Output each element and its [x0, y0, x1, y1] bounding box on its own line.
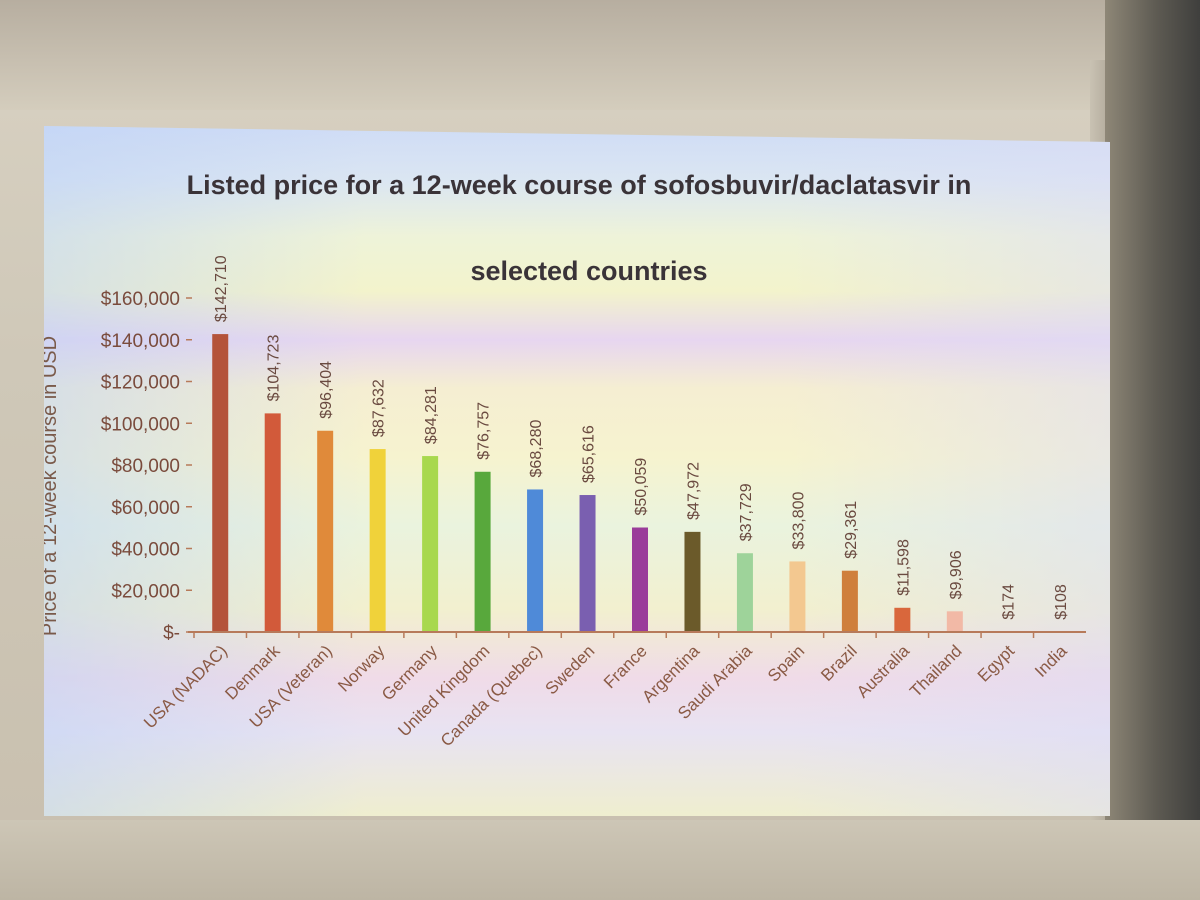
data-labels: $142,710 $104,723 $96,404 $87,632 $84,281 $76… [213, 255, 1070, 620]
screen-frame-right [1105, 0, 1200, 900]
y-tick-label: $80,000 [111, 456, 180, 477]
bar [894, 607, 911, 632]
x-tick-label: Canada (Quebec) [437, 641, 546, 750]
x-tick-label: USA (NADAC) [140, 641, 231, 732]
chart-title-line-1: Listed price for a 12-week course of sof… [187, 170, 972, 200]
y-axis-ticks: $- $20,000 $40,000 $60,000 $80,000 $100,000 $1… [101, 289, 192, 644]
x-tick-label: India [1031, 641, 1071, 681]
data-label: $108 [1053, 584, 1070, 620]
data-label: $37,729 [738, 483, 755, 541]
y-tick-label: $20,000 [111, 581, 180, 602]
data-label: $68,280 [528, 420, 545, 478]
chart-title-line-2: selected countries [470, 256, 707, 286]
data-label: $29,361 [843, 501, 860, 559]
x-tick-label: United Kingdom [394, 641, 493, 740]
data-label: $65,616 [581, 425, 598, 483]
data-label: $33,800 [790, 492, 807, 550]
data-label: $96,404 [318, 361, 335, 419]
y-tick-label: $100,000 [101, 414, 180, 435]
x-tick-label: Thailand [906, 641, 966, 701]
x-tick-label: France [600, 641, 651, 692]
bar [736, 553, 753, 632]
y-tick-label: $40,000 [111, 540, 180, 561]
y-axis-label: Price of a 12-week course in USD [44, 336, 61, 636]
y-tick-label: $160,000 [101, 289, 180, 310]
bar [579, 495, 596, 632]
data-label: $104,723 [266, 335, 283, 402]
bar [474, 471, 491, 632]
x-tick-label: Australia [853, 641, 914, 702]
lower-wall [0, 820, 1200, 900]
bar [632, 527, 648, 632]
bar [264, 413, 281, 632]
data-label: $11,598 [895, 539, 912, 596]
y-tick-label: $120,000 [101, 373, 180, 394]
data-label: $9,906 [948, 550, 965, 599]
y-tick-label: $140,000 [101, 331, 180, 352]
bar [369, 449, 386, 632]
data-label: $84,281 [423, 386, 440, 444]
data-label: $174 [1000, 584, 1017, 620]
bars [212, 334, 1068, 632]
bar [789, 561, 806, 632]
wall-background [0, 0, 1200, 110]
x-tick-label: Spain [764, 641, 808, 685]
y-tick-label: $- [163, 623, 180, 644]
bar [841, 570, 858, 632]
data-label: $50,059 [633, 458, 650, 516]
x-tick-label: Sweden [541, 641, 598, 698]
data-label: $142,710 [213, 255, 230, 322]
bar [527, 489, 544, 632]
bar [946, 611, 963, 632]
x-tick-label: Brazil [817, 641, 860, 684]
data-label: $76,757 [476, 402, 493, 460]
data-label: $87,632 [371, 379, 388, 437]
bar [684, 531, 701, 632]
data-label: $47,972 [685, 462, 702, 520]
bar [317, 430, 334, 632]
bar-chart: Listed price for a 12-week course of sof… [44, 170, 1086, 750]
x-tick-label: Egypt [974, 641, 1018, 685]
bar [212, 334, 229, 632]
bar [422, 456, 439, 632]
y-tick-label: $60,000 [111, 498, 180, 519]
projected-slide: Listed price for a 12-week course of sof… [44, 126, 1110, 816]
